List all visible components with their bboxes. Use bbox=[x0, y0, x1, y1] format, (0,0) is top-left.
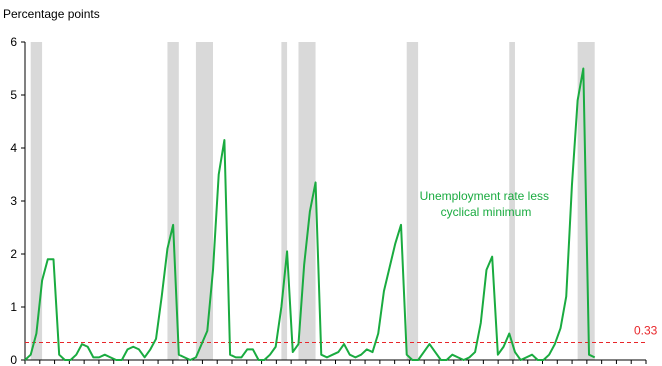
recession-band bbox=[167, 42, 179, 360]
reference-line-label: 0.33 bbox=[634, 324, 658, 338]
y-tick-label: 2 bbox=[10, 247, 17, 261]
y-axis: 0 1 2 3 4 5 6 bbox=[10, 35, 26, 366]
y-tick-label: 3 bbox=[10, 194, 17, 208]
y-tick-label: 0 bbox=[10, 353, 17, 366]
annotation-line-2: cyclical minimum bbox=[441, 205, 532, 219]
y-tick-label: 4 bbox=[10, 141, 17, 155]
recession-band bbox=[406, 42, 419, 360]
y-tick-label: 6 bbox=[10, 35, 17, 49]
annotation-line-1: Unemployment rate less bbox=[420, 189, 549, 203]
y-tick-label: 1 bbox=[10, 300, 17, 314]
series-line bbox=[24, 67, 596, 361]
series-annotation: Unemployment rate less cyclical minimum bbox=[420, 189, 553, 219]
recession-band bbox=[509, 42, 515, 360]
recession-band bbox=[281, 42, 288, 360]
recession-band bbox=[195, 42, 214, 360]
y-axis-label: Percentage points bbox=[3, 7, 100, 21]
y-tick-label: 5 bbox=[10, 88, 17, 102]
recession-band bbox=[30, 42, 43, 360]
